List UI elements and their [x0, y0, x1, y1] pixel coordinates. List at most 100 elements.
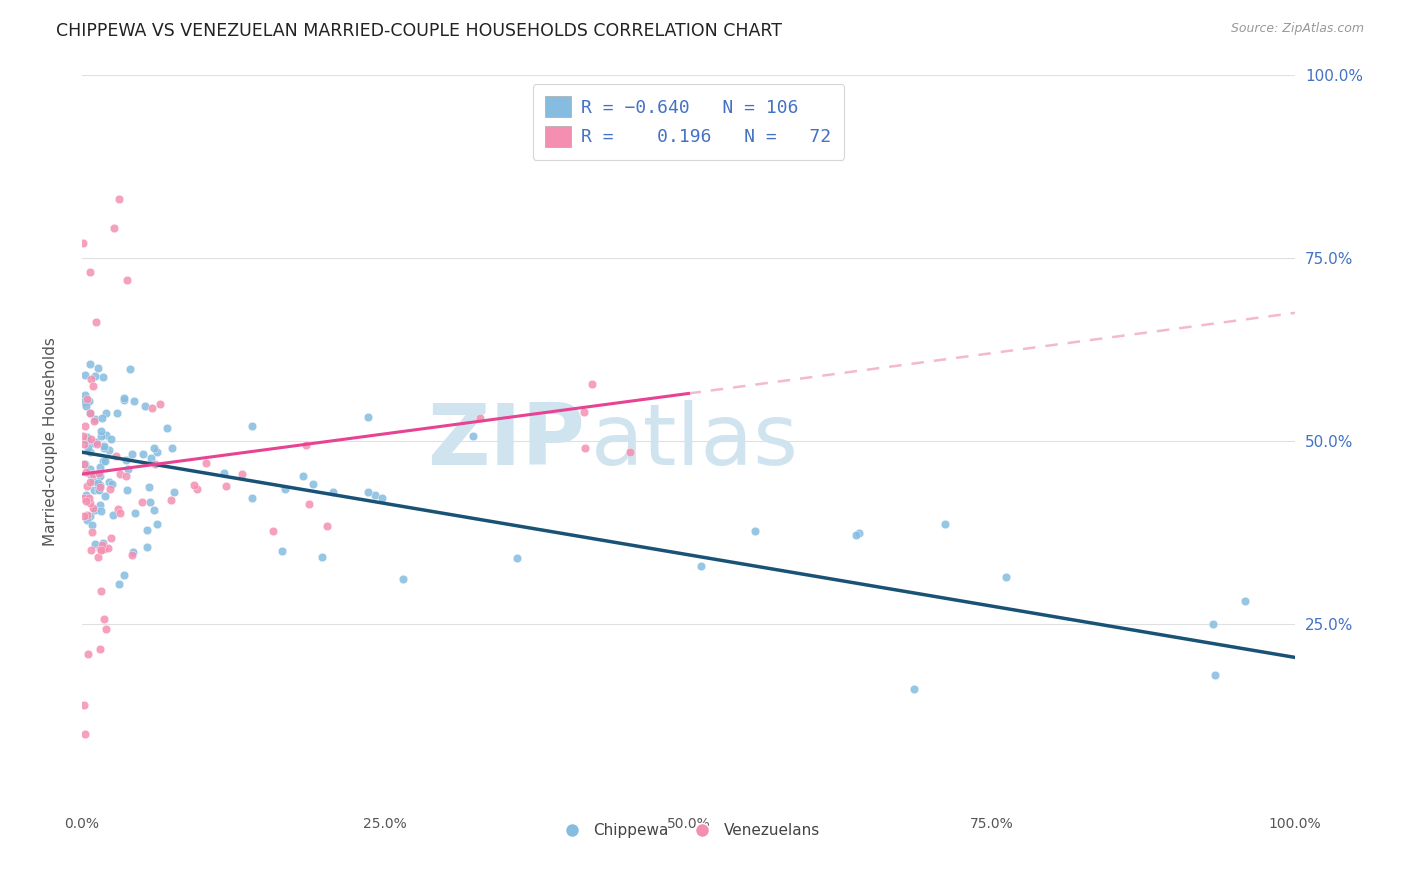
Point: [98, 483, 121, 497]
Point: [1234, 594, 1257, 608]
Point: [89, 466, 111, 480]
Point: [91, 454, 114, 468]
Point: [90, 504, 112, 518]
Point: [90, 584, 112, 599]
Point: [79, 406, 101, 420]
Point: [76, 647, 98, 661]
Point: [322, 484, 344, 499]
Point: [75, 488, 97, 502]
Point: [77, 441, 100, 455]
Point: [112, 391, 135, 405]
Point: [101, 477, 124, 491]
Point: [93, 441, 115, 455]
Point: [392, 572, 415, 586]
Point: [110, 506, 132, 520]
Point: [107, 501, 129, 516]
Point: [124, 506, 146, 520]
Point: [146, 445, 169, 459]
Point: [84, 434, 107, 449]
Point: [97, 541, 120, 556]
Point: [581, 377, 603, 392]
Point: [110, 467, 132, 482]
Point: [101, 508, 124, 522]
Point: [82, 525, 104, 540]
Point: [80, 371, 103, 385]
Point: [79, 265, 101, 279]
Point: [72, 429, 94, 443]
Point: [73, 457, 96, 471]
Point: [135, 524, 157, 538]
Point: [75, 400, 97, 414]
Point: [73, 727, 96, 741]
Point: [138, 480, 160, 494]
Point: [1202, 616, 1225, 631]
Point: [73, 698, 96, 712]
Point: [262, 524, 284, 538]
Point: [619, 444, 641, 458]
Point: [82, 467, 104, 482]
Point: [572, 405, 595, 419]
Point: [744, 524, 766, 539]
Point: [89, 478, 111, 492]
Point: [86, 360, 108, 375]
Point: [143, 502, 166, 516]
Point: [80, 432, 103, 446]
Text: Source: ZipAtlas.com: Source: ZipAtlas.com: [1230, 22, 1364, 36]
Point: [73, 457, 96, 471]
Point: [76, 392, 98, 406]
Point: [91, 411, 114, 425]
Point: [162, 441, 184, 455]
Point: [357, 485, 380, 500]
Point: [122, 393, 145, 408]
Point: [72, 236, 94, 251]
Point: [117, 461, 139, 475]
Point: [995, 570, 1018, 584]
Point: [79, 467, 101, 481]
Point: [461, 429, 484, 443]
Point: [121, 447, 143, 461]
Point: [89, 483, 111, 498]
Point: [371, 491, 394, 505]
Point: [121, 548, 143, 562]
Point: [156, 421, 179, 435]
Point: [83, 483, 105, 497]
Point: [183, 478, 205, 492]
Point: [75, 465, 97, 479]
Point: [100, 531, 122, 545]
Point: [93, 612, 115, 626]
Point: [82, 517, 104, 532]
Point: [90, 429, 112, 443]
Point: [112, 567, 135, 582]
Text: CHIPPEWA VS VENEZUELAN MARRIED-COUPLE HOUSEHOLDS CORRELATION CHART: CHIPPEWA VS VENEZUELAN MARRIED-COUPLE HO…: [56, 22, 782, 40]
Point: [143, 441, 166, 455]
Point: [107, 405, 129, 419]
Point: [186, 482, 208, 496]
Point: [112, 392, 135, 407]
Point: [148, 397, 170, 411]
Point: [94, 405, 117, 419]
Point: [934, 516, 956, 531]
Point: [86, 437, 108, 451]
Point: [364, 488, 387, 502]
Point: [114, 469, 136, 483]
Point: [93, 439, 115, 453]
Point: [115, 483, 138, 497]
Point: [93, 541, 115, 556]
Point: [73, 508, 96, 523]
Point: [231, 467, 253, 482]
Point: [848, 526, 870, 541]
Point: [122, 545, 145, 559]
Point: [83, 369, 105, 384]
Point: [240, 491, 263, 505]
Point: [131, 495, 153, 509]
Point: [82, 475, 104, 489]
Point: [690, 558, 713, 573]
Point: [115, 273, 138, 287]
Point: [77, 491, 100, 506]
Point: [91, 370, 114, 384]
Point: [297, 497, 319, 511]
Y-axis label: Married-couple Households: Married-couple Households: [44, 336, 58, 546]
Point: [89, 498, 111, 512]
Point: [76, 479, 98, 493]
Point: [89, 459, 111, 474]
